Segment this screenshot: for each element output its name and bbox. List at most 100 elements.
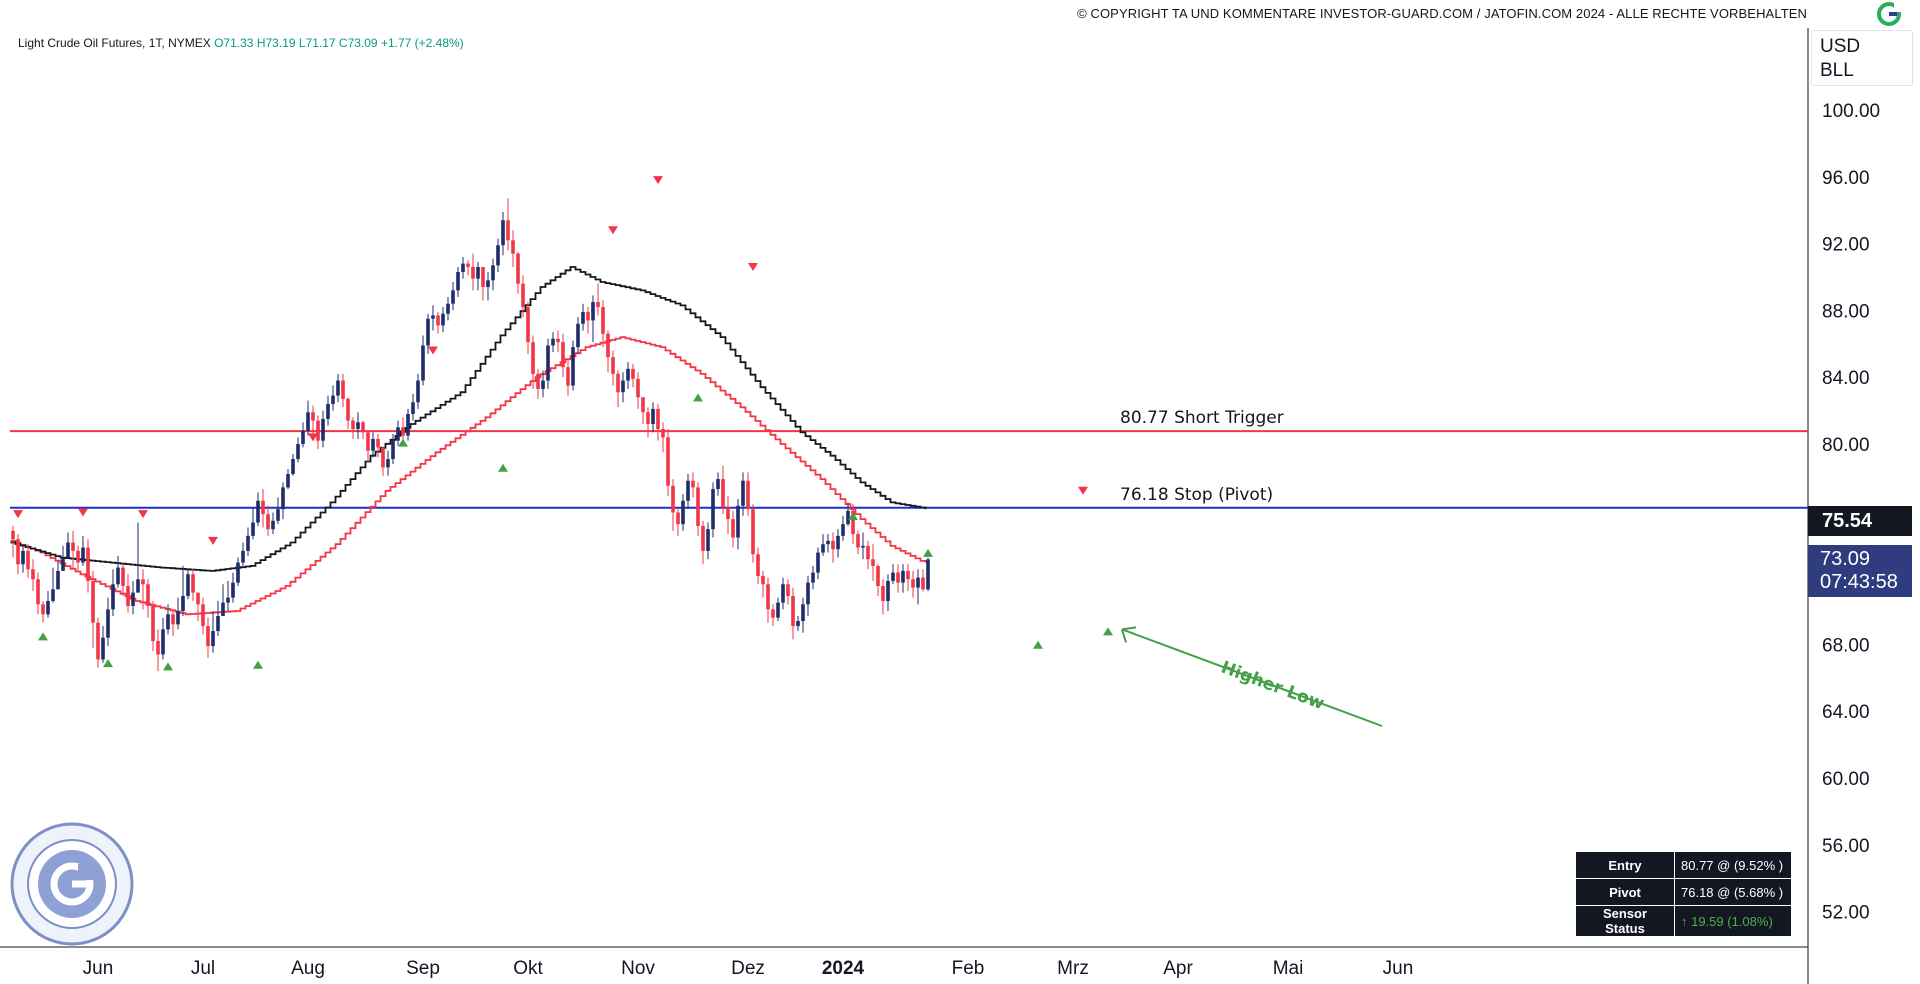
candle-body bbox=[586, 312, 590, 321]
legend-low: L71.17 bbox=[298, 36, 336, 50]
candle-body bbox=[151, 605, 155, 642]
candle-body bbox=[361, 422, 365, 433]
candle-body bbox=[56, 570, 60, 590]
entry-value: 80.77 @ (9.52% ) bbox=[1674, 851, 1792, 879]
candle-body bbox=[381, 447, 385, 468]
candle-body bbox=[196, 592, 200, 605]
pivot-low-marker bbox=[1033, 640, 1043, 649]
candle-body bbox=[866, 545, 870, 560]
candle-body bbox=[136, 579, 140, 593]
pivot-high-marker bbox=[13, 510, 23, 519]
candle bbox=[736, 499, 740, 550]
candle bbox=[546, 338, 550, 389]
higher-low-label: Higher Low bbox=[1218, 658, 1327, 715]
candle-body bbox=[231, 582, 235, 598]
candle bbox=[381, 447, 385, 476]
candle bbox=[441, 307, 445, 333]
candle bbox=[676, 509, 680, 536]
legend-close: C73.09 bbox=[338, 36, 378, 50]
candle-body bbox=[571, 347, 575, 386]
candle-body bbox=[661, 428, 665, 438]
candle bbox=[766, 577, 770, 623]
table-row: Pivot 76.18 @ (5.68% ) bbox=[1575, 878, 1792, 906]
x-tick-label: Okt bbox=[513, 958, 543, 979]
candle bbox=[66, 532, 70, 558]
candle-body bbox=[901, 570, 905, 583]
candle-body bbox=[911, 579, 915, 588]
candle-body bbox=[801, 604, 805, 622]
candle-body bbox=[856, 534, 860, 548]
table-row: Entry 80.77 @ (9.52% ) bbox=[1575, 851, 1792, 879]
candle bbox=[481, 266, 485, 301]
candle bbox=[511, 230, 515, 267]
x-tick-label: Mai bbox=[1273, 958, 1304, 979]
candle-body bbox=[96, 622, 100, 660]
currency-unit-selector[interactable]: USD BLL bbox=[1811, 30, 1913, 86]
sensor-status-value: ↑ 19.59 (1.08%) bbox=[1674, 905, 1792, 937]
candle-body bbox=[811, 572, 815, 583]
candle bbox=[791, 587, 795, 640]
candle bbox=[121, 564, 125, 596]
candle bbox=[836, 529, 840, 558]
candle-body bbox=[191, 574, 195, 593]
candle-body bbox=[46, 600, 50, 615]
currency-label: USD bbox=[1820, 36, 1861, 57]
candle-body bbox=[211, 631, 215, 647]
candle-body bbox=[301, 430, 305, 444]
candle bbox=[731, 510, 735, 548]
candle-body bbox=[391, 440, 395, 460]
candle bbox=[811, 565, 815, 590]
candle bbox=[161, 617, 165, 660]
candle bbox=[211, 611, 215, 653]
table-row: Sensor Status ↑ 19.59 (1.08%) bbox=[1575, 905, 1792, 937]
candle-body bbox=[916, 577, 920, 588]
candle bbox=[666, 428, 670, 496]
candle-body bbox=[66, 542, 70, 558]
candle bbox=[471, 253, 475, 291]
candle bbox=[476, 261, 480, 291]
candle bbox=[671, 479, 675, 531]
candle-body bbox=[21, 550, 25, 565]
candle-body bbox=[296, 444, 300, 460]
candle bbox=[96, 617, 100, 668]
candle-body bbox=[386, 459, 390, 468]
candle-body bbox=[511, 240, 515, 254]
candle bbox=[411, 393, 415, 421]
candle-body bbox=[356, 422, 360, 429]
candle bbox=[566, 358, 570, 396]
candle bbox=[601, 300, 605, 348]
candle bbox=[391, 433, 395, 465]
candle bbox=[56, 560, 60, 590]
candle bbox=[726, 495, 730, 535]
candle bbox=[846, 502, 850, 526]
candle bbox=[551, 332, 555, 353]
candle-body bbox=[706, 529, 710, 551]
pivot-low-marker bbox=[1103, 627, 1113, 636]
candle bbox=[136, 522, 140, 593]
pivot-high-marker bbox=[653, 176, 663, 185]
y-tick-label: 68.00 bbox=[1822, 635, 1870, 656]
candle-body bbox=[641, 397, 645, 413]
candle bbox=[406, 408, 410, 441]
candle bbox=[301, 422, 305, 448]
candle-body bbox=[146, 584, 150, 606]
candle bbox=[611, 350, 615, 386]
candle bbox=[226, 580, 230, 611]
candle bbox=[396, 420, 400, 446]
candle-body bbox=[451, 290, 455, 304]
candle bbox=[586, 307, 590, 334]
candle bbox=[631, 363, 635, 388]
candle-body bbox=[116, 567, 120, 585]
candle-body bbox=[716, 479, 720, 490]
candle bbox=[256, 492, 260, 526]
candle-body bbox=[41, 604, 45, 615]
candle-body bbox=[876, 565, 880, 586]
candle bbox=[786, 579, 790, 605]
pivot-high-marker bbox=[608, 226, 618, 235]
candle bbox=[376, 433, 380, 458]
pivot-high-marker bbox=[428, 346, 438, 355]
candle bbox=[526, 302, 530, 354]
candle-body bbox=[376, 438, 380, 448]
candle bbox=[436, 312, 440, 334]
